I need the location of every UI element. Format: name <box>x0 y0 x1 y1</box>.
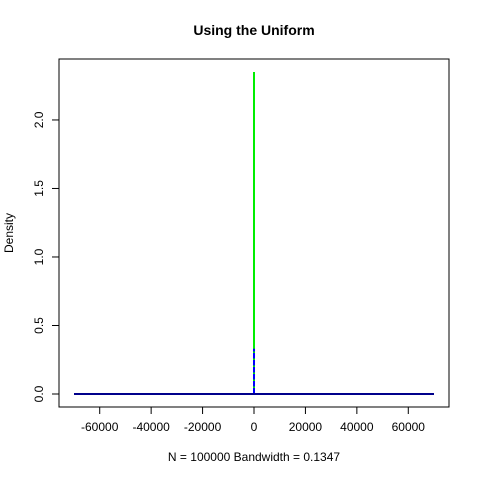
x-axis: -60000 -40000 -20000 0 20000 40000 60000 <box>81 406 426 434</box>
x-tick-label: -20000 <box>184 420 222 434</box>
x-tick-label: 20000 <box>289 420 323 434</box>
x-axis-title: N = 100000 Bandwidth = 0.1347 <box>168 450 340 464</box>
y-tick-label: 2.0 <box>32 111 46 128</box>
y-tick-label: 0.5 <box>32 317 46 334</box>
x-tick-label: -60000 <box>81 420 119 434</box>
y-tick-label: 0.0 <box>32 385 46 402</box>
y-axis-title: Density <box>2 213 16 253</box>
x-tick-label: 0 <box>251 420 258 434</box>
chart-title: Using the Uniform <box>193 22 314 38</box>
x-tick-label: 60000 <box>392 420 426 434</box>
y-tick-label: 1.0 <box>32 248 46 265</box>
y-tick-label: 1.5 <box>32 180 46 197</box>
series-line-1 <box>74 72 434 395</box>
x-tick-label: 40000 <box>340 420 374 434</box>
x-tick-label: -40000 <box>132 420 170 434</box>
y-axis: 0.0 0.5 1.0 1.5 2.0 <box>32 111 60 402</box>
series-layer <box>74 72 434 395</box>
